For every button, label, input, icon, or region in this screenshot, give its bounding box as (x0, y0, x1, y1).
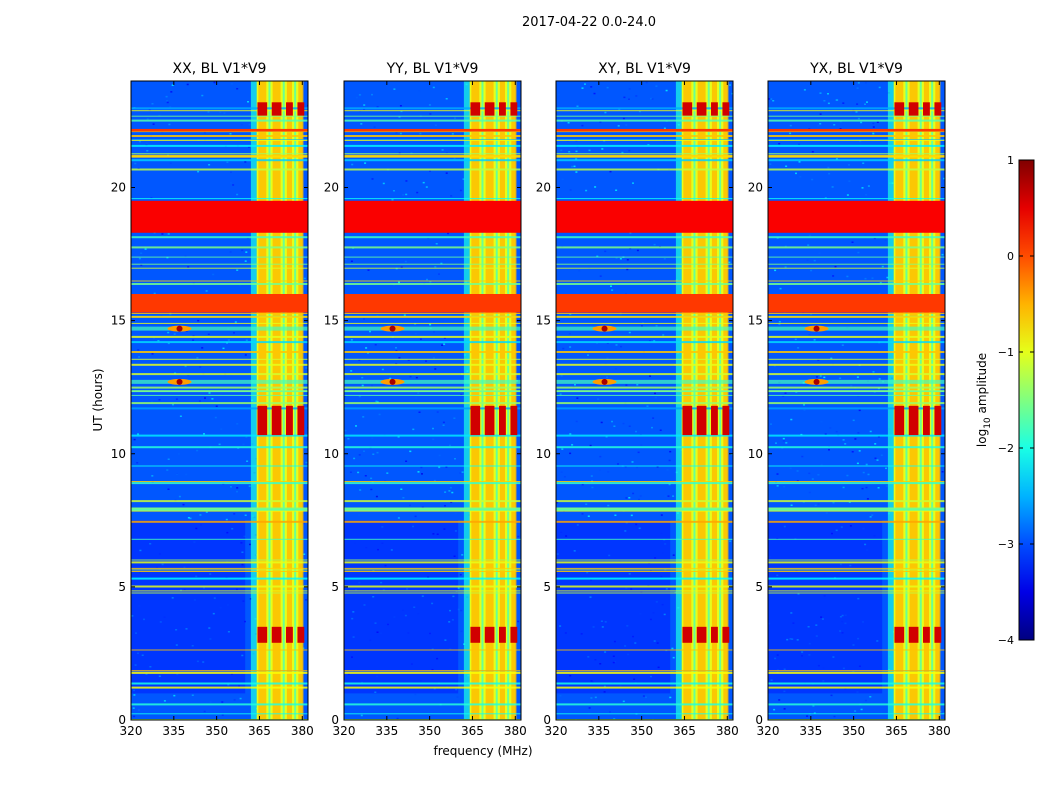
x-tick-label: 350 (205, 724, 228, 738)
x-tick-label: 335 (162, 724, 185, 738)
y-tick-label: 5 (755, 580, 763, 594)
y-tick-label: 15 (748, 314, 763, 328)
axes-frame (130, 80, 309, 721)
colorbar: −4 −3 −2 −1 0 1 log10 amplitude (975, 154, 1035, 647)
axes-frame (555, 80, 734, 721)
x-tick-label: 365 (461, 724, 484, 738)
x-tick-label: 380 (716, 724, 739, 738)
x-tick-label: 320 (120, 724, 143, 738)
x-tick-label: 365 (885, 724, 908, 738)
x-tick-label: 335 (375, 724, 398, 738)
panel-title: XX, BL V1*V9 (173, 61, 267, 77)
y-tick-label: 10 (536, 447, 551, 461)
panel-1: 320 335 350 365 380 0 5 10 15 20 YY, BL V1*V9 (324, 61, 527, 738)
heatmap-image (556, 81, 733, 720)
colorbar-label-subscript: 10 (983, 417, 993, 429)
y-tick-label: 15 (536, 314, 551, 328)
y-tick-label: 0 (118, 713, 126, 727)
x-tick-label: 320 (545, 724, 568, 738)
y-tick-label: 0 (543, 713, 551, 727)
panel-title: XY, BL V1*V9 (598, 61, 691, 77)
panel-title: YX, BL V1*V9 (809, 61, 903, 77)
colorbar-tick-label: −3 (998, 538, 1014, 551)
x-tick-label: 335 (587, 724, 610, 738)
x-tick-label: 350 (418, 724, 441, 738)
y-tick-label: 0 (331, 713, 339, 727)
colorbar-tick-label: −1 (998, 346, 1014, 359)
y-tick-label: 15 (111, 314, 126, 328)
colorbar-tick-label: −4 (998, 634, 1014, 647)
x-tick-label: 320 (757, 724, 780, 738)
y-tick-label: 0 (755, 713, 763, 727)
colorbar-tick-label: 0 (1007, 250, 1014, 263)
panel-0: 320 335 350 365 380 0 5 10 15 20 XX, BL V1*V9 (111, 61, 314, 738)
heatmap-image (131, 81, 308, 720)
colorbar-label-base: log (975, 429, 989, 447)
y-tick-label: 10 (748, 447, 763, 461)
panel-title: YY, BL V1*V9 (386, 61, 479, 77)
axes-frame (343, 80, 522, 721)
y-tick-label: 5 (118, 580, 126, 594)
x-tick-label: 365 (248, 724, 271, 738)
heatmap-image (344, 81, 521, 720)
y-tick-label: 20 (748, 181, 763, 195)
x-tick-label: 335 (799, 724, 822, 738)
panel-3: 320 335 350 365 380 0 5 10 15 20 YX, BL V1*V9 (748, 61, 951, 738)
colorbar-tick-label: 1 (1007, 154, 1014, 167)
x-tick-label: 380 (504, 724, 527, 738)
x-tick-label: 365 (673, 724, 696, 738)
x-tick-label: 350 (842, 724, 865, 738)
y-tick-label: 5 (543, 580, 551, 594)
y-tick-label: 5 (331, 580, 339, 594)
x-axis-label: frequency (MHz) (433, 744, 532, 758)
y-axis-label: UT (hours) (91, 368, 105, 431)
panels-group: 320 335 350 365 380 0 5 10 15 20 XX, BL V1*V9 320 33… (111, 61, 951, 738)
y-tick-label: 10 (111, 447, 126, 461)
colorbar-tick-label: −2 (998, 442, 1014, 455)
y-tick-label: 10 (324, 447, 339, 461)
colorbar-label-suffix: amplitude (975, 353, 989, 417)
x-tick-label: 380 (928, 724, 951, 738)
axes-frame (767, 80, 946, 721)
x-tick-label: 350 (630, 724, 653, 738)
heatmap-image (768, 81, 945, 720)
colorbar-label: log10 amplitude (975, 353, 993, 447)
figure-suptitle: 2017-04-22 0.0-24.0 (522, 15, 656, 30)
y-tick-label: 15 (324, 314, 339, 328)
y-tick-label: 20 (536, 181, 551, 195)
colorbar-bar (1018, 159, 1035, 641)
x-tick-label: 320 (333, 724, 356, 738)
x-tick-label: 380 (291, 724, 314, 738)
panel-2: 320 335 350 365 380 0 5 10 15 20 XY, BL V1*V9 (536, 61, 739, 738)
y-tick-label: 20 (324, 181, 339, 195)
y-tick-label: 20 (111, 181, 126, 195)
